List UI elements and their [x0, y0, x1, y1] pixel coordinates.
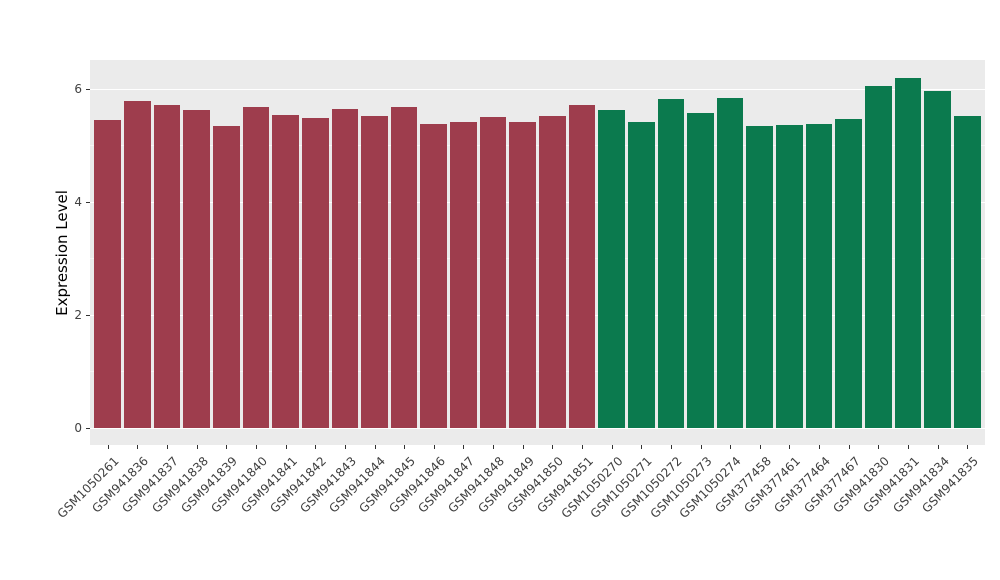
x-tick-mark-GSM377464 [819, 445, 820, 449]
gridline-minor-3 [90, 258, 985, 260]
x-tick-mark-GSM941848 [493, 445, 494, 449]
bar-GSM1050273 [687, 113, 714, 428]
y-tick-label-4: 4 [74, 194, 82, 209]
x-tick-mark-GSM377461 [789, 445, 791, 449]
bar-GSM941850 [539, 115, 566, 428]
x-tick-mark-GSM941834 [937, 445, 939, 449]
bar-GSM941839 [213, 125, 240, 428]
x-tick-mark-GSM941847 [463, 445, 465, 449]
x-tick-mark-GSM941850 [552, 445, 554, 449]
plot-panel [90, 60, 985, 445]
x-tick-mark-GSM1050274 [730, 445, 732, 449]
bar-GSM941841 [272, 115, 299, 428]
x-tick-mark-GSM941846 [433, 445, 435, 449]
bar-GSM941837 [153, 104, 181, 428]
x-tick-mark-GSM941840 [256, 445, 257, 449]
bar-GSM1050261 [94, 119, 122, 428]
x-tick-mark-GSM941841 [285, 445, 287, 449]
x-tick-mark-GSM1050273 [700, 445, 702, 449]
x-tick-mark-GSM1050270 [611, 445, 613, 449]
bar-GSM941836 [124, 101, 151, 428]
x-tick-mark-GSM941835 [967, 445, 969, 449]
x-tick-mark-GSM941831 [907, 445, 909, 449]
y-tick-mark-0 [86, 427, 90, 429]
bar-GSM941842 [301, 118, 329, 428]
x-tick-mark-GSM941845 [404, 445, 406, 449]
x-tick-mark-GSM1050271 [641, 445, 643, 449]
gridline-major-0 [90, 427, 985, 429]
bar-GSM1050270 [598, 109, 625, 428]
bar-GSM941845 [390, 107, 418, 428]
bar-GSM1050271 [627, 121, 655, 428]
bar-GSM941838 [183, 110, 211, 428]
y-tick-label-6: 6 [74, 81, 82, 96]
gridline-minor-1 [90, 371, 985, 372]
y-axis-title: Expression Level [53, 190, 71, 316]
bar-GSM377458 [746, 125, 774, 428]
gridline-major-4 [90, 201, 985, 203]
x-tick-mark-GSM941839 [226, 445, 228, 449]
y-tick-mark-2 [86, 314, 90, 316]
bar-GSM377467 [835, 118, 862, 428]
x-tick-mark-GSM941830 [878, 445, 880, 449]
bar-GSM941847 [450, 121, 477, 428]
bar-GSM941830 [865, 86, 892, 428]
bar-GSM941831 [894, 77, 922, 428]
bar-GSM1050272 [657, 99, 685, 428]
bar-GSM941846 [420, 123, 448, 428]
y-tick-label-0: 0 [74, 420, 82, 435]
x-tick-mark-GSM941843 [344, 445, 346, 449]
bar-GSM377464 [805, 123, 833, 428]
bar-GSM941844 [361, 115, 388, 428]
bar-GSM941843 [331, 108, 359, 428]
y-tick-mark-6 [86, 88, 90, 90]
x-tick-mark-GSM1050261 [107, 445, 109, 449]
gridline-major-2 [90, 314, 985, 316]
bar-GSM941840 [242, 106, 270, 428]
bar-GSM941834 [924, 90, 951, 428]
x-tick-mark-GSM941842 [315, 445, 317, 449]
x-tick-mark-GSM1050272 [670, 445, 672, 449]
x-tick-mark-GSM941844 [374, 445, 376, 449]
gridline-minor-5 [90, 145, 985, 147]
bar-GSM941849 [509, 122, 536, 428]
x-tick-mark-GSM941837 [167, 445, 169, 449]
bar-GSM941835 [953, 115, 981, 428]
bar-GSM377461 [776, 124, 803, 428]
y-tick-label-2: 2 [74, 307, 82, 322]
bar-GSM941851 [568, 104, 596, 428]
bar-GSM941848 [479, 116, 507, 428]
x-tick-mark-GSM941836 [137, 445, 139, 449]
gridline-major-6 [90, 88, 985, 90]
bar-GSM1050274 [716, 98, 744, 428]
y-tick-mark-4 [86, 201, 90, 203]
x-tick-mark-GSM377458 [759, 445, 761, 449]
x-tick-mark-GSM941838 [196, 445, 198, 449]
x-tick-mark-GSM377467 [848, 445, 850, 449]
x-tick-mark-GSM941849 [522, 445, 524, 449]
x-tick-mark-GSM941851 [582, 445, 583, 449]
